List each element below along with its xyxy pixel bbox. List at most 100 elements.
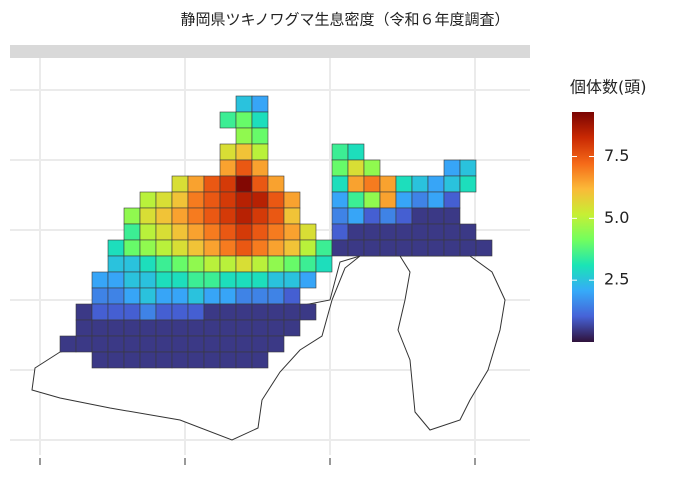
density-cell: [459, 239, 477, 257]
density-cell: [123, 287, 141, 305]
density-cell: [219, 255, 237, 273]
density-cell: [203, 255, 221, 273]
density-cell: [251, 175, 269, 193]
density-cell: [459, 223, 477, 241]
density-cell: [235, 143, 253, 161]
density-cell: [75, 335, 93, 353]
density-cell: [411, 223, 429, 241]
density-cell: [347, 175, 365, 193]
density-cell: [411, 175, 429, 193]
density-cell: [267, 223, 285, 241]
legend-tick-label: 2.5: [604, 270, 629, 289]
density-cell: [171, 239, 189, 257]
density-cell: [203, 303, 221, 321]
density-cell: [187, 287, 205, 305]
density-cell: [299, 271, 317, 289]
density-cell: [123, 207, 141, 225]
density-cell: [139, 191, 157, 209]
density-cell: [75, 303, 93, 321]
density-cell: [427, 175, 445, 193]
density-cell: [139, 319, 157, 337]
density-cell: [395, 207, 413, 225]
density-cell: [395, 191, 413, 209]
density-cell: [139, 303, 157, 321]
density-cell: [283, 287, 301, 305]
density-cell: [267, 255, 285, 273]
density-cell: [91, 319, 109, 337]
density-cell: [139, 239, 157, 257]
density-cell: [331, 207, 349, 225]
density-cell: [203, 287, 221, 305]
density-cell: [107, 255, 125, 273]
density-cell: [235, 271, 253, 289]
density-cell: [219, 319, 237, 337]
density-cell: [75, 319, 93, 337]
density-cell: [251, 335, 269, 353]
colorbar: [572, 112, 594, 342]
density-cells: [59, 95, 493, 369]
density-cell: [331, 223, 349, 241]
density-cell: [123, 335, 141, 353]
density-cell: [155, 191, 173, 209]
density-cell: [107, 287, 125, 305]
density-cell: [235, 207, 253, 225]
density-cell: [139, 255, 157, 273]
density-cell: [235, 239, 253, 257]
density-cell: [171, 287, 189, 305]
density-cell: [235, 351, 253, 369]
density-cell: [347, 143, 365, 161]
density-cell: [235, 111, 253, 129]
density-cell: [283, 207, 301, 225]
density-cell: [91, 287, 109, 305]
density-cell: [123, 351, 141, 369]
density-cell: [203, 191, 221, 209]
density-cell: [251, 111, 269, 129]
legend-tick-label: 5.0: [604, 208, 629, 227]
density-cell: [235, 127, 253, 145]
density-cell: [363, 223, 381, 241]
density-cell: [251, 287, 269, 305]
density-cell: [187, 207, 205, 225]
density-cell: [267, 207, 285, 225]
density-cell: [443, 191, 461, 209]
density-cell: [315, 255, 333, 273]
density-cell: [139, 351, 157, 369]
density-cell: [155, 271, 173, 289]
density-cell: [267, 319, 285, 337]
density-cell: [155, 239, 173, 257]
density-cell: [459, 175, 477, 193]
density-cell: [187, 303, 205, 321]
density-cell: [235, 95, 253, 113]
density-cell: [59, 335, 77, 353]
density-cell: [395, 223, 413, 241]
density-cell: [443, 159, 461, 177]
density-cell: [235, 159, 253, 177]
density-cell: [363, 159, 381, 177]
density-cell: [251, 143, 269, 161]
density-cell: [347, 207, 365, 225]
density-cell: [235, 175, 253, 193]
density-cell: [219, 175, 237, 193]
density-cell: [427, 207, 445, 225]
density-cell: [251, 191, 269, 209]
density-cell: [107, 351, 125, 369]
density-cell: [427, 191, 445, 209]
density-cell: [379, 175, 397, 193]
density-cell: [427, 223, 445, 241]
density-cell: [155, 319, 173, 337]
density-cell: [171, 271, 189, 289]
density-cell: [347, 223, 365, 241]
density-cell: [331, 175, 349, 193]
density-cell: [139, 207, 157, 225]
density-cell: [267, 287, 285, 305]
density-cell: [283, 303, 301, 321]
density-cell: [235, 319, 253, 337]
density-cell: [235, 223, 253, 241]
density-cell: [299, 239, 317, 257]
density-cell: [443, 223, 461, 241]
density-cell: [171, 207, 189, 225]
density-cell: [155, 255, 173, 273]
density-cell: [155, 303, 173, 321]
density-cell: [475, 239, 493, 257]
